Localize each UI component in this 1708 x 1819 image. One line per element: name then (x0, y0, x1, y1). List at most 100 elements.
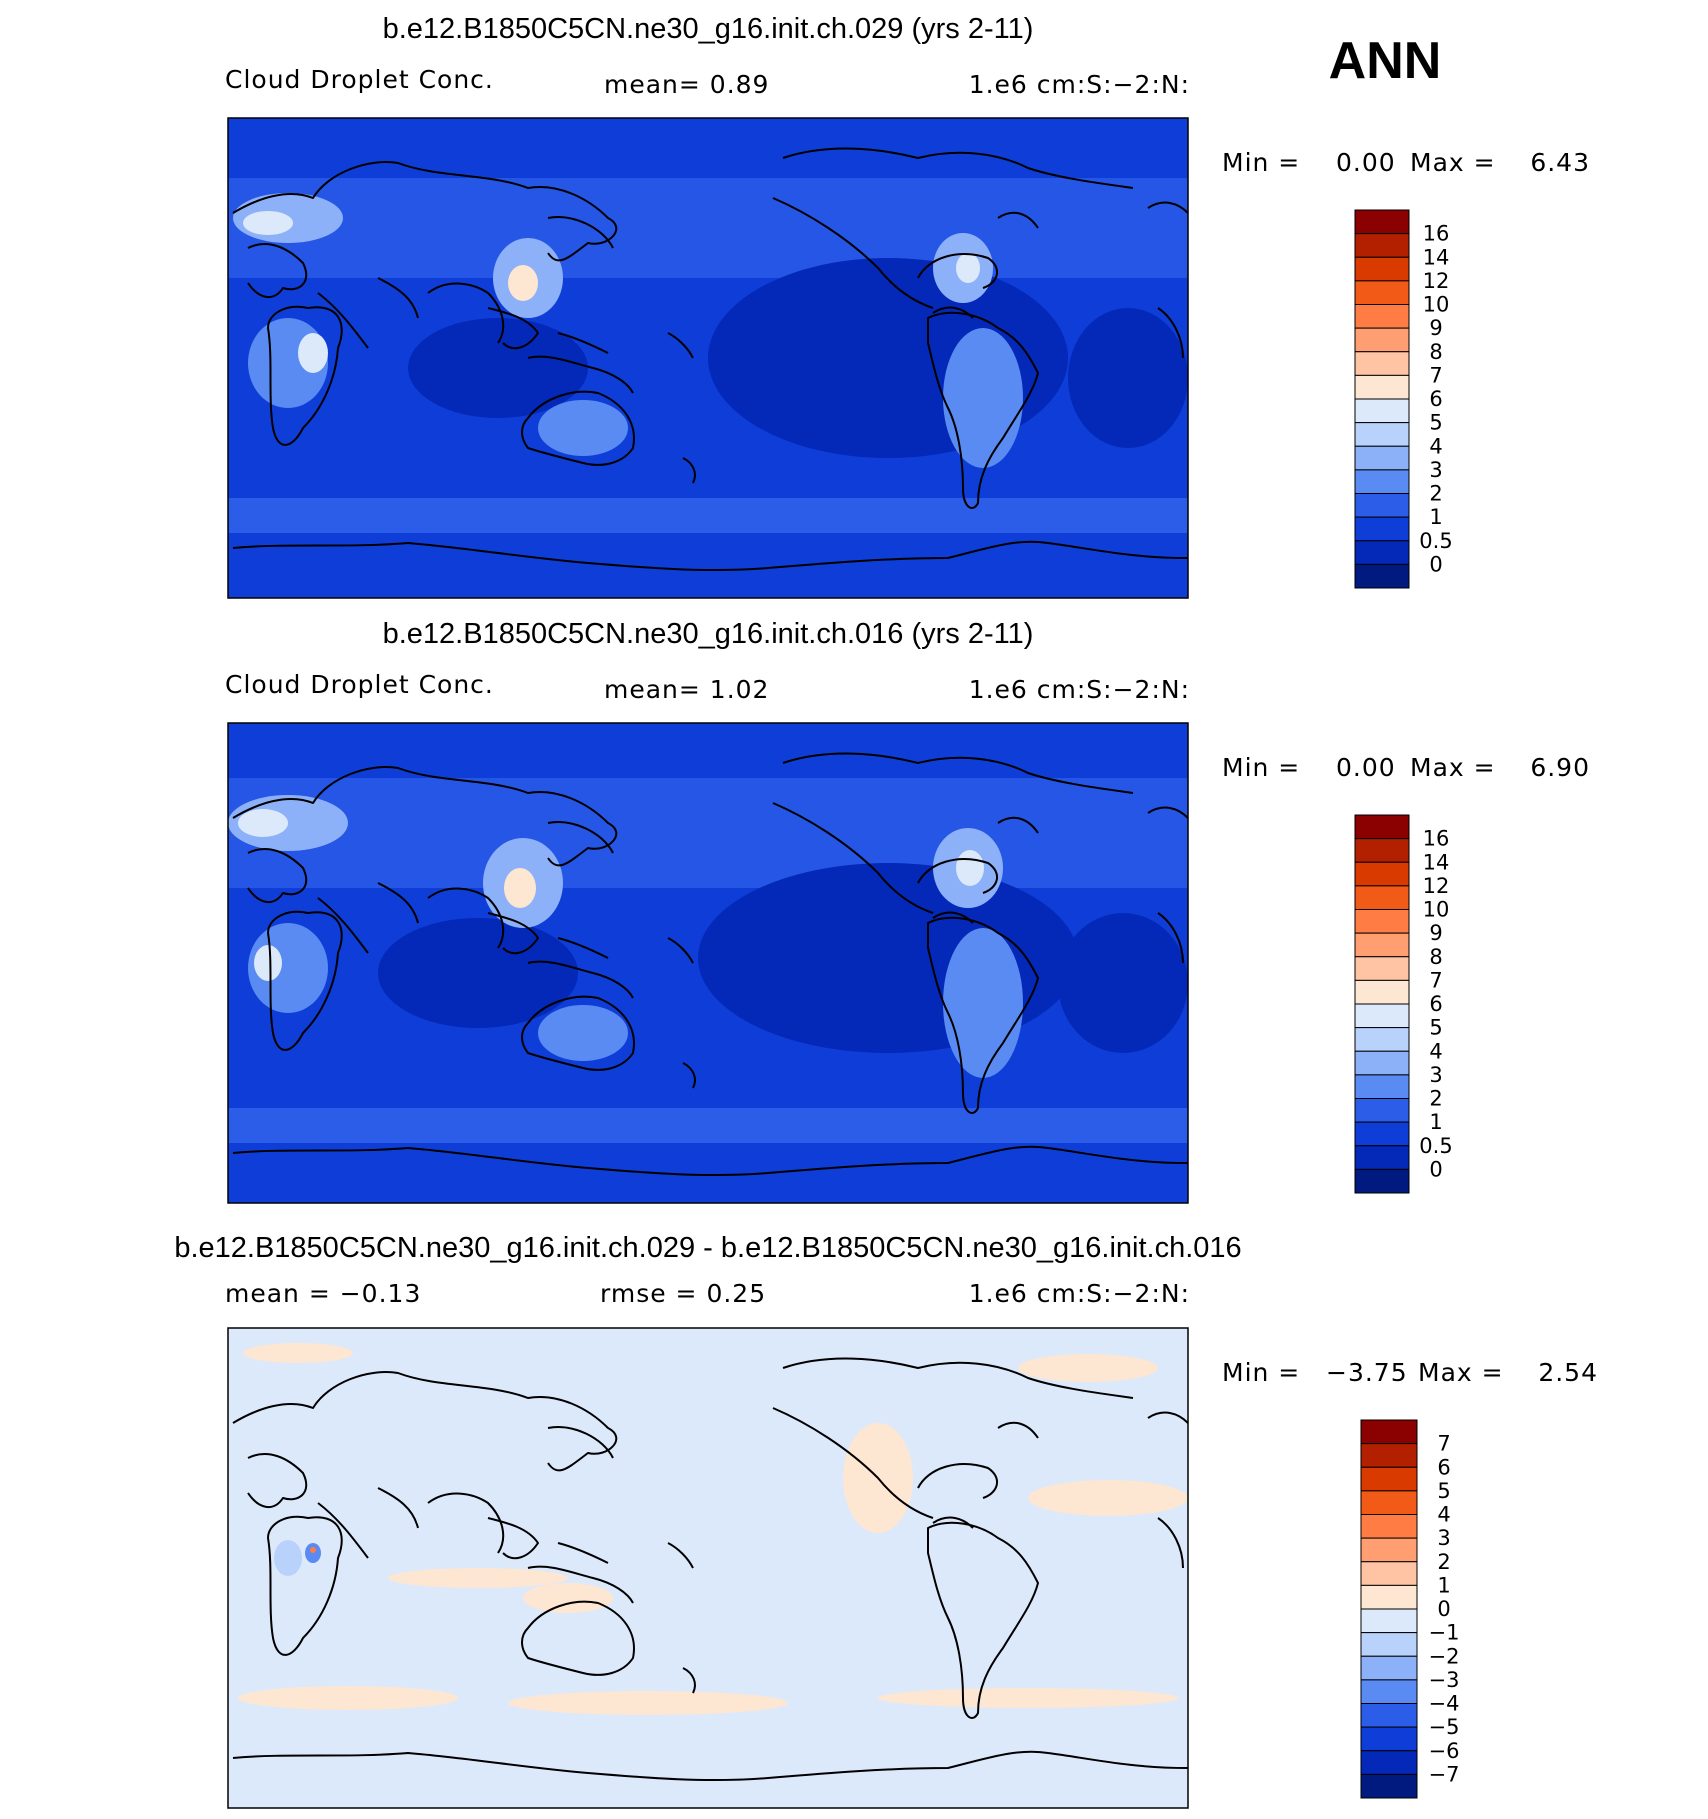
colorbar-tick-label: 4 (1437, 1503, 1450, 1527)
units-label: 1.e6 cm:S:−2:N: (969, 70, 1190, 99)
max-value: 6.90 (1530, 753, 1590, 782)
colorbar-swatch (1360, 1632, 1418, 1657)
colorbar-tick-label: 7 (1429, 968, 1442, 992)
colorbar-swatch (1354, 233, 1410, 258)
colorbar-tick-label: 7 (1437, 1432, 1450, 1456)
colorbar-tick-label: −1 (1429, 1621, 1460, 1645)
colorbar-swatch (1354, 445, 1410, 471)
mean-label: mean= 1.02 (604, 675, 769, 704)
colorbar-swatch (1360, 1679, 1418, 1704)
colorbar-swatch (1354, 1074, 1410, 1099)
colorbar-swatch (1360, 1655, 1418, 1681)
colorbar-tick-label: 5 (1437, 1479, 1450, 1503)
colorbar-swatch (1354, 956, 1410, 981)
colorbar-tick-label: 1 (1429, 505, 1442, 529)
min-label: Min = (1222, 753, 1300, 782)
variable-label: Cloud Droplet Conc. (225, 65, 494, 94)
colorbar-swatch (1360, 1608, 1418, 1634)
max-label: Max = (1410, 753, 1496, 782)
colorbar-swatch (1354, 327, 1410, 353)
colorbar-tick-label: 14 (1423, 850, 1450, 874)
colorbar-tick-label: 12 (1423, 874, 1450, 898)
colorbar-swatch (1360, 1561, 1418, 1586)
panel-title: b.e12.B1850C5CN.ne30_g16.init.ch.029 (yr… (383, 13, 1034, 45)
colorbar-swatch (1360, 1514, 1418, 1539)
colorbar-swatch (1354, 1098, 1410, 1123)
colorbar-tick-label: 3 (1429, 1063, 1442, 1087)
mean-label: mean= 0.89 (604, 70, 769, 99)
max-label: Max = (1418, 1358, 1504, 1387)
max-label: Max = (1410, 148, 1496, 177)
colorbar-tick-label: −3 (1429, 1668, 1460, 1692)
colorbar-swatch (1354, 563, 1410, 589)
colorbar-tick-label: 9 (1429, 921, 1442, 945)
colorbar-tick-label: 0.5 (1419, 1134, 1452, 1158)
min-label: Min = (1222, 1358, 1300, 1387)
max-value: 6.43 (1530, 148, 1590, 177)
colorbar-swatch (1354, 838, 1410, 863)
colorbar-tick-label: 10 (1423, 898, 1450, 922)
colorbar-swatch (1354, 885, 1410, 910)
colorbar-swatch (1354, 516, 1410, 542)
colorbar-swatch (1354, 1168, 1410, 1194)
colorbar-swatch (1354, 909, 1410, 934)
colorbar-swatch (1354, 932, 1410, 958)
colorbar-swatch (1354, 280, 1410, 305)
colorbar-swatch (1360, 1466, 1418, 1492)
colorbar-tick-label: 2 (1437, 1550, 1450, 1574)
colorbar-tick-label: 8 (1429, 340, 1442, 364)
colorbar-swatch (1354, 814, 1410, 840)
min-label: Min = (1222, 148, 1300, 177)
colorbar-tick-label: 6 (1429, 387, 1442, 411)
colorbar-swatch (1360, 1584, 1418, 1610)
colorbar-tick-label: 3 (1429, 458, 1442, 482)
colorbar-tick-label: 1 (1429, 1110, 1442, 1134)
colorbar-tick-label: 3 (1437, 1526, 1450, 1550)
colorbar-tick-label: 5 (1429, 1016, 1442, 1040)
map-panel (227, 1327, 1189, 1809)
variable-label: Cloud Droplet Conc. (225, 670, 494, 699)
colorbar-swatch (1360, 1537, 1418, 1563)
colorbar-tick-label: 0 (1437, 1597, 1450, 1621)
rmse-label: rmse = 0.25 (600, 1279, 766, 1308)
colorbar-swatch (1354, 1027, 1410, 1052)
colorbar-tick-label: −6 (1429, 1739, 1460, 1763)
units-label: 1.e6 cm:S:−2:N: (969, 675, 1190, 704)
mean-label: mean = −0.13 (225, 1279, 421, 1308)
colorbar-swatch (1360, 1750, 1418, 1775)
units-label: 1.e6 cm:S:−2:N: (969, 1279, 1190, 1308)
colorbar-tick-label: 2 (1429, 482, 1442, 506)
colorbar-tick-label: 16 (1423, 827, 1450, 851)
colorbar-swatch (1354, 398, 1410, 424)
colorbar-swatch (1360, 1703, 1418, 1728)
colorbar-tick-label: 7 (1429, 363, 1442, 387)
colorbar-swatch (1360, 1490, 1418, 1515)
colorbar-tick-label: 8 (1429, 945, 1442, 969)
map-panel (227, 117, 1189, 599)
max-value: 2.54 (1538, 1358, 1598, 1387)
colorbar-swatch (1354, 493, 1410, 518)
colorbar-swatch (1354, 304, 1410, 329)
colorbar-swatch (1360, 1419, 1418, 1445)
colorbar-tick-label: 9 (1429, 316, 1442, 340)
colorbar-tick-label: 12 (1423, 269, 1450, 293)
panel-title: b.e12.B1850C5CN.ne30_g16.init.ch.029 - b… (174, 1232, 1241, 1264)
panel-model-029: b.e12.B1850C5CN.ne30_g16.init.ch.029 (yr… (225, 13, 1590, 599)
colorbar-tick-label: 6 (1437, 1455, 1450, 1479)
panel-model-016: b.e12.B1850C5CN.ne30_g16.init.ch.016 (yr… (225, 618, 1590, 1204)
colorbar-tick-label: −7 (1429, 1762, 1460, 1786)
min-value: 0.00 (1336, 148, 1396, 177)
colorbar-swatch (1354, 1145, 1410, 1170)
colorbar-tick-label: 4 (1429, 434, 1442, 458)
colorbar-swatch (1354, 1121, 1410, 1147)
colorbar-tick-label: 4 (1429, 1039, 1442, 1063)
min-value: 0.00 (1336, 753, 1396, 782)
colorbar-tick-label: 16 (1423, 222, 1450, 246)
colorbar-tick-label: 6 (1429, 992, 1442, 1016)
colorbar-tick-label: −5 (1429, 1715, 1460, 1739)
colorbar-tick-label: 0.5 (1419, 529, 1452, 553)
panel-difference: b.e12.B1850C5CN.ne30_g16.init.ch.029 - b… (174, 1232, 1598, 1809)
